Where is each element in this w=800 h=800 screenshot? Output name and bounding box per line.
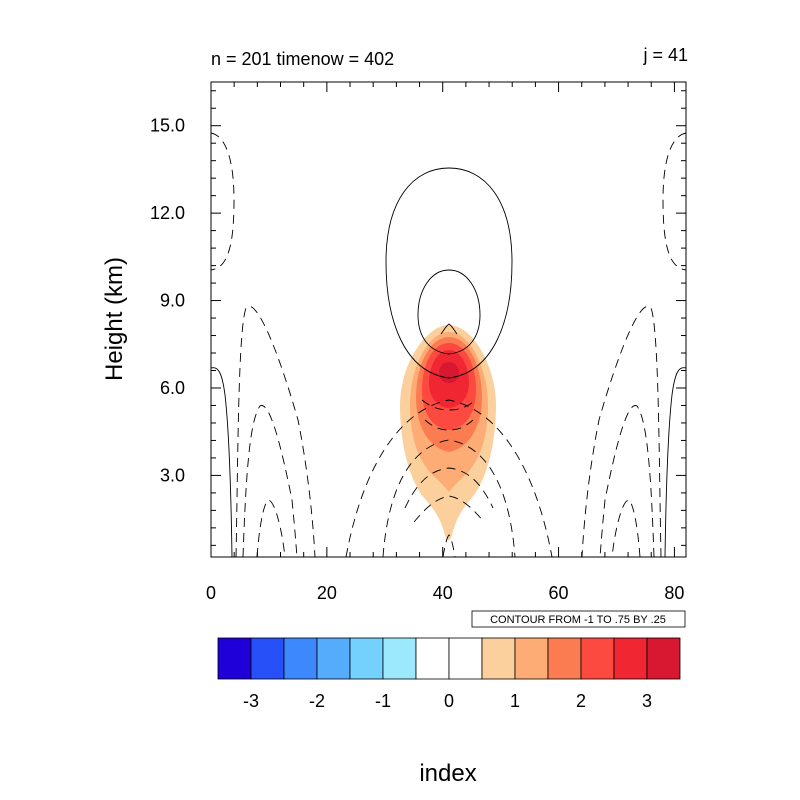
colorbar-tick-label: 2 bbox=[576, 691, 586, 711]
colorbar-box bbox=[580, 637, 615, 680]
title-left: n = 201 timenow = 402 bbox=[211, 49, 394, 69]
colorbar-box bbox=[217, 637, 252, 680]
contour-dashed-right-3 bbox=[611, 499, 641, 557]
x-tick-label: 20 bbox=[317, 583, 337, 603]
y-tick-label: 6.0 bbox=[160, 378, 185, 398]
colorbar-box bbox=[382, 637, 417, 680]
x-tick-label: 60 bbox=[549, 583, 569, 603]
contour-dashed-center-2 bbox=[382, 439, 516, 557]
y-tick-label: 15.0 bbox=[150, 116, 185, 136]
colorbar-box bbox=[481, 637, 516, 680]
colorbar-box bbox=[250, 637, 285, 680]
dashed-contours bbox=[211, 132, 686, 557]
y-axis: 3.0 6.0 9.0 12.0 15.0 bbox=[150, 90, 686, 546]
colorbar-box bbox=[514, 637, 549, 680]
colorbar: -3 -2 -1 0 1 2 3 bbox=[217, 637, 681, 711]
y-tick-label: 9.0 bbox=[160, 291, 185, 311]
contour-dashed-right-1 bbox=[581, 305, 662, 557]
solid-contours bbox=[211, 167, 686, 557]
contour-dashed-center-4 bbox=[413, 495, 485, 523]
plot-border bbox=[210, 81, 687, 558]
contour-dashed-upper-left bbox=[211, 132, 235, 271]
contour-dashed-center-3 bbox=[404, 467, 494, 509]
contour-info-text: CONTOUR FROM -1 TO .75 BY .25 bbox=[490, 614, 666, 626]
contour-solid-left-edge bbox=[211, 367, 233, 557]
colorbar-box bbox=[415, 637, 450, 680]
contour-solid-right-edge bbox=[664, 367, 686, 557]
colorbar-tick-label: -3 bbox=[243, 691, 259, 711]
colorbar-tick-label: 1 bbox=[510, 691, 520, 711]
contour-dashed-left-3 bbox=[256, 499, 286, 557]
x-axis-title: index bbox=[419, 760, 476, 787]
contour-dashed-upper-right bbox=[662, 132, 686, 271]
x-tick-label: 80 bbox=[664, 583, 684, 603]
contour-info-box: CONTOUR FROM -1 TO .75 BY .25 bbox=[471, 610, 686, 628]
contour-dashed-center-1 bbox=[345, 399, 553, 557]
y-axis-title: Height (km) bbox=[101, 257, 128, 381]
colorbar-box bbox=[349, 637, 384, 680]
y-tick-label: 3.0 bbox=[160, 465, 185, 485]
title-right: j = 41 bbox=[642, 45, 688, 65]
x-tick-label: 0 bbox=[206, 583, 216, 603]
colorbar-tick-label: -2 bbox=[309, 691, 325, 711]
fill-level-3.0 bbox=[439, 362, 459, 383]
colorbar-box bbox=[316, 637, 351, 680]
contour-dashed-bottom-cap bbox=[442, 534, 456, 557]
contour-solid-cusp bbox=[440, 323, 458, 335]
colorbar-box bbox=[448, 637, 483, 680]
colorbar-tick-label: 0 bbox=[444, 691, 454, 711]
colorbar-box bbox=[547, 637, 582, 680]
contour-solid-inner bbox=[417, 269, 481, 355]
y-tick-label: 12.0 bbox=[150, 203, 185, 223]
colorbar-box bbox=[613, 637, 648, 680]
contour-solid-outer bbox=[385, 167, 513, 379]
contour-dashed-inner-1 bbox=[421, 399, 477, 411]
colorbar-tick-label: -1 bbox=[375, 691, 391, 711]
x-axis: 0 20 40 60 80 bbox=[206, 82, 684, 603]
contour-dashed-left-1 bbox=[235, 305, 316, 557]
colorbar-tick-label: 3 bbox=[642, 691, 652, 711]
colorbar-box bbox=[646, 637, 681, 680]
x-tick-label: 40 bbox=[433, 583, 453, 603]
plot-area bbox=[211, 82, 686, 557]
colorbar-box bbox=[283, 637, 318, 680]
